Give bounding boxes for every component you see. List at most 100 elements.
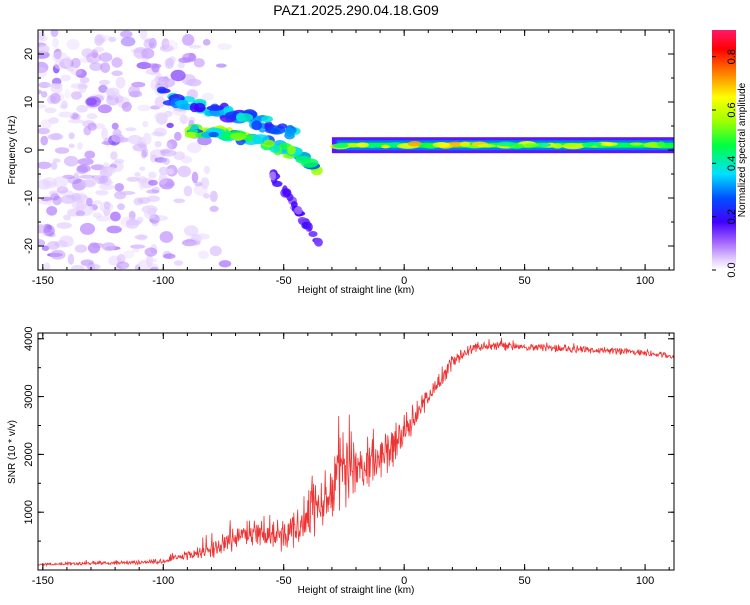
noise-blob — [108, 36, 117, 43]
snr-frame — [37, 332, 675, 571]
noise-blob — [52, 176, 69, 188]
noise-blob — [153, 127, 168, 137]
noise-blob — [188, 116, 196, 123]
noise-blob — [59, 235, 74, 248]
noise-blob — [99, 201, 114, 213]
main-carrier-blob — [449, 142, 462, 147]
descending-tail-blob — [307, 222, 313, 232]
noise-blob — [71, 199, 88, 211]
x-tick-label: -100 — [152, 575, 174, 587]
noise-blob — [200, 177, 210, 189]
x-tick-label: -50 — [276, 275, 292, 287]
colorbar-tick-label: 0.0 — [726, 262, 738, 277]
lower-branch-blob — [300, 158, 319, 168]
noise-blob — [61, 100, 68, 109]
noise-blob — [110, 211, 121, 222]
noise-blob — [139, 166, 146, 171]
noise-blob — [52, 158, 61, 163]
noise-blob — [194, 181, 203, 187]
noise-blob — [189, 89, 197, 99]
noise-blob — [101, 127, 108, 140]
noise-blob — [117, 203, 125, 211]
chart-title: PAZ1.2025.290.04.18.G09 — [273, 2, 439, 18]
noise-blob — [86, 197, 93, 207]
noise-blob — [218, 260, 232, 268]
noise-blob — [40, 135, 48, 146]
descending-tail-blob — [290, 201, 298, 209]
noise-blob — [59, 190, 74, 196]
main-carrier-blob — [356, 142, 369, 148]
noise-blob — [139, 30, 148, 40]
noise-blob — [159, 77, 169, 86]
colorbar-label: Normalized spectral amplitude — [737, 82, 748, 217]
noise-blob — [99, 52, 113, 62]
noise-blob — [197, 136, 212, 146]
noise-blob — [68, 143, 75, 149]
y-tick-label: 2000 — [23, 442, 35, 466]
noise-blob — [151, 186, 160, 193]
noise-blob — [94, 174, 106, 185]
noise-blob — [64, 56, 72, 68]
noise-blob — [154, 96, 166, 108]
noise-blob — [75, 210, 86, 217]
noise-blob — [100, 62, 111, 73]
y-tick-label: 20 — [23, 48, 35, 60]
noise-blob — [73, 172, 80, 184]
noise-blob — [75, 69, 87, 78]
noise-blob — [130, 244, 146, 249]
colorbar-tick-label: 0.6 — [726, 102, 738, 117]
noise-blob — [70, 83, 83, 89]
noise-blob — [92, 212, 102, 218]
noise-blob — [150, 154, 158, 163]
noise-blob — [133, 197, 144, 206]
noise-blob — [41, 245, 50, 251]
noise-blob — [191, 171, 199, 184]
noise-blob — [126, 176, 140, 182]
noise-blob — [120, 36, 136, 47]
noise-blob — [114, 183, 125, 192]
colorbar-tick-label: 0.4 — [726, 156, 738, 171]
noise-blob — [92, 200, 102, 205]
noise-blob — [114, 158, 125, 164]
noise-blob — [95, 190, 109, 196]
noise-blob — [154, 140, 162, 148]
noise-blob — [140, 150, 147, 159]
noise-blob — [151, 221, 159, 227]
noise-blob — [50, 193, 60, 201]
noise-blob — [71, 112, 79, 120]
y-tick-label: 1000 — [23, 500, 35, 524]
noise-blob — [98, 79, 111, 86]
noise-blob — [51, 51, 68, 63]
lower-branch-blob — [184, 131, 199, 138]
noise-blob — [48, 232, 56, 238]
noise-blob — [183, 185, 193, 197]
noise-blob — [48, 190, 60, 195]
noise-blob — [64, 89, 71, 100]
x-tick-label: -150 — [32, 275, 54, 287]
noise-blob — [125, 127, 137, 132]
main-carrier-blob — [629, 142, 644, 146]
noise-blob — [145, 254, 154, 267]
noise-blob — [183, 225, 199, 237]
noise-blob — [107, 167, 117, 174]
descending-tail-blob — [272, 180, 283, 187]
x-tick-label: 100 — [636, 575, 654, 587]
noise-blob — [62, 214, 72, 221]
noise-blob — [127, 134, 143, 145]
noise-blob — [141, 48, 155, 59]
noise-blob — [173, 260, 184, 266]
noise-blob — [63, 155, 79, 167]
noise-blob — [165, 142, 173, 151]
noise-blob — [159, 44, 174, 52]
noise-blob — [52, 37, 59, 48]
noise-blob — [54, 240, 68, 248]
lower-branch-blob — [287, 145, 296, 155]
upper-branch-blob — [156, 86, 167, 94]
noise-blob — [70, 68, 83, 76]
noise-blob — [68, 119, 84, 124]
noise-blob — [56, 222, 72, 229]
noise-blob — [163, 40, 179, 51]
noise-blob — [56, 186, 69, 194]
noise-blob — [39, 227, 48, 234]
y-tick-label: 10 — [23, 96, 35, 108]
